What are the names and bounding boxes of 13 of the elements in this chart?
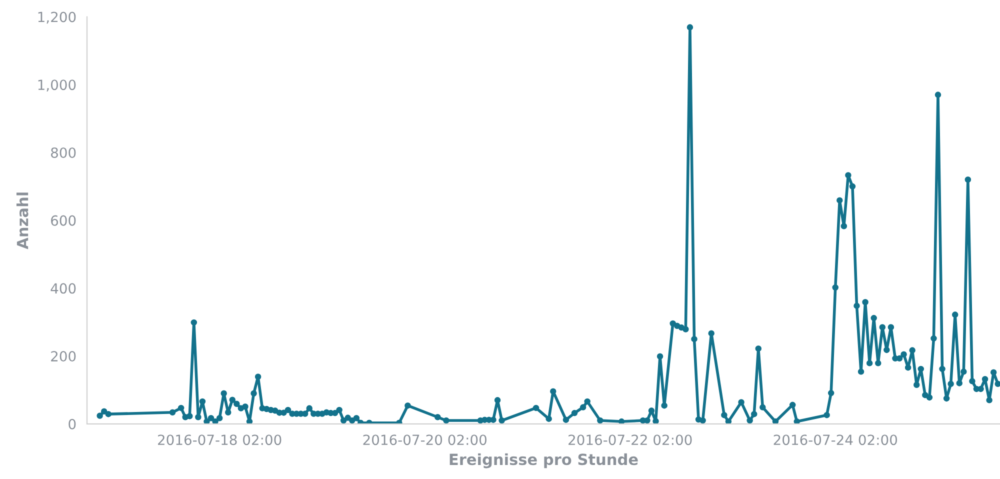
x-axis-title: Ereignisse pro Stunde	[450, 453, 638, 468]
y-tick-label: 800	[51, 147, 76, 158]
x-tick-label: 2016-07-24 02:00	[774, 434, 898, 446]
x-tick-label: 2016-07-22 02:00	[568, 434, 692, 446]
x-tick-label: 2016-07-18 02:00	[158, 434, 282, 446]
x-tick-label: 2016-07-20 02:00	[363, 434, 486, 446]
y-tick-label: 1,200	[38, 12, 76, 24]
y-axis-title: Anzahl	[16, 192, 28, 250]
y-tick-label: 600	[51, 215, 76, 226]
y-tick-label: 0	[68, 418, 76, 430]
y-tick-label: 400	[50, 283, 76, 294]
y-tick-label: 1,000	[38, 80, 76, 92]
y-tick-label: 200	[51, 351, 76, 362]
